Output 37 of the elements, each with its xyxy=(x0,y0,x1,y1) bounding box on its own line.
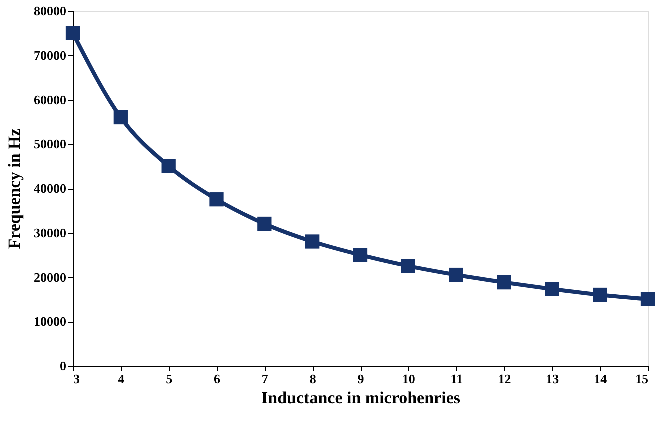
y-axis-title: Frequency in Hz xyxy=(5,128,24,250)
y-tick-label: 20000 xyxy=(34,270,66,285)
point xyxy=(545,282,560,296)
x-tick-label: 12 xyxy=(498,372,512,386)
point xyxy=(258,216,272,232)
point xyxy=(497,276,512,290)
x-tick-label: 13 xyxy=(546,372,560,386)
x-axis-title: Inductance in microhenries xyxy=(262,388,461,408)
x-tick-label: 14 xyxy=(594,372,608,386)
y-tick-label: 0 xyxy=(60,358,66,374)
x-tick-label: 4 xyxy=(118,372,126,386)
x-tick-label: 6 xyxy=(214,372,221,386)
point xyxy=(162,159,176,174)
point xyxy=(114,110,128,125)
y-tick-label: 70000 xyxy=(34,48,66,63)
y-tick-label: 40000 xyxy=(34,181,66,196)
point xyxy=(66,26,80,40)
x-tick-label: 3 xyxy=(74,372,80,386)
y-tick-label: 50000 xyxy=(34,136,66,152)
x-tick-label: 11 xyxy=(450,372,463,386)
point xyxy=(640,292,656,307)
x-tick-label: 15 xyxy=(636,372,649,386)
point xyxy=(210,192,224,207)
y-tick-label: 80000 xyxy=(34,4,66,18)
y-tick-label: 10000 xyxy=(34,314,66,330)
point xyxy=(401,259,416,274)
x-tick-label: 7 xyxy=(262,372,269,386)
point xyxy=(449,268,464,282)
x-tick-label: 10 xyxy=(402,372,416,386)
x-tick-label: 5 xyxy=(166,372,174,386)
y-tick-label: 60000 xyxy=(34,92,66,108)
point xyxy=(593,288,608,302)
y-tick-label: 30000 xyxy=(34,225,66,240)
point xyxy=(353,248,368,262)
x-tick-label: 9 xyxy=(358,372,365,386)
point xyxy=(306,234,320,249)
x-tick-label: 8 xyxy=(310,372,317,386)
